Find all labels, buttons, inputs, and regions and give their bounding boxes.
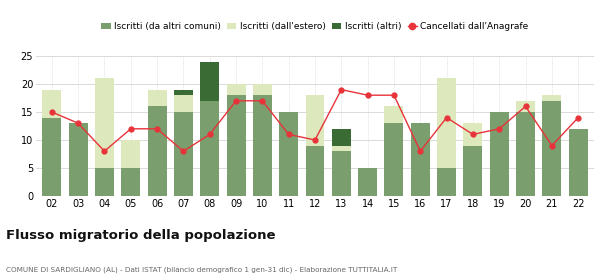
Legend: Iscritti (da altri comuni), Iscritti (dall'estero), Iscritti (altri), Cancellati: Iscritti (da altri comuni), Iscritti (da… bbox=[98, 18, 532, 35]
Bar bbox=[253, 95, 272, 196]
Bar bbox=[358, 168, 377, 196]
Bar bbox=[437, 168, 456, 196]
Bar bbox=[200, 62, 219, 101]
Bar bbox=[385, 123, 403, 196]
Bar bbox=[174, 95, 193, 112]
Bar bbox=[253, 84, 272, 95]
Bar bbox=[305, 95, 325, 146]
Bar bbox=[148, 106, 167, 196]
Bar bbox=[68, 123, 88, 196]
Bar bbox=[463, 123, 482, 146]
Bar bbox=[95, 168, 114, 196]
Bar bbox=[121, 168, 140, 196]
Bar bbox=[569, 129, 587, 196]
Bar bbox=[43, 90, 61, 118]
Bar bbox=[516, 101, 535, 112]
Bar bbox=[43, 118, 61, 196]
Text: Flusso migratorio della popolazione: Flusso migratorio della popolazione bbox=[6, 229, 275, 242]
Bar bbox=[305, 146, 325, 196]
Bar bbox=[411, 123, 430, 196]
Bar bbox=[174, 90, 193, 95]
Bar bbox=[200, 101, 219, 196]
Bar bbox=[542, 95, 562, 101]
Text: COMUNE DI SARDIGLIANO (AL) - Dati ISTAT (bilancio demografico 1 gen-31 dic) - El: COMUNE DI SARDIGLIANO (AL) - Dati ISTAT … bbox=[6, 267, 397, 273]
Bar bbox=[463, 146, 482, 196]
Bar bbox=[227, 95, 245, 196]
Bar bbox=[174, 112, 193, 196]
Bar bbox=[437, 78, 456, 168]
Bar bbox=[121, 140, 140, 168]
Bar bbox=[542, 101, 562, 196]
Bar bbox=[332, 151, 351, 196]
Bar bbox=[516, 112, 535, 196]
Bar bbox=[490, 112, 509, 196]
Bar bbox=[385, 106, 403, 123]
Bar bbox=[332, 129, 351, 146]
Bar bbox=[227, 84, 245, 95]
Bar bbox=[279, 112, 298, 196]
Bar bbox=[332, 146, 351, 151]
Bar bbox=[148, 90, 167, 106]
Bar bbox=[95, 78, 114, 168]
